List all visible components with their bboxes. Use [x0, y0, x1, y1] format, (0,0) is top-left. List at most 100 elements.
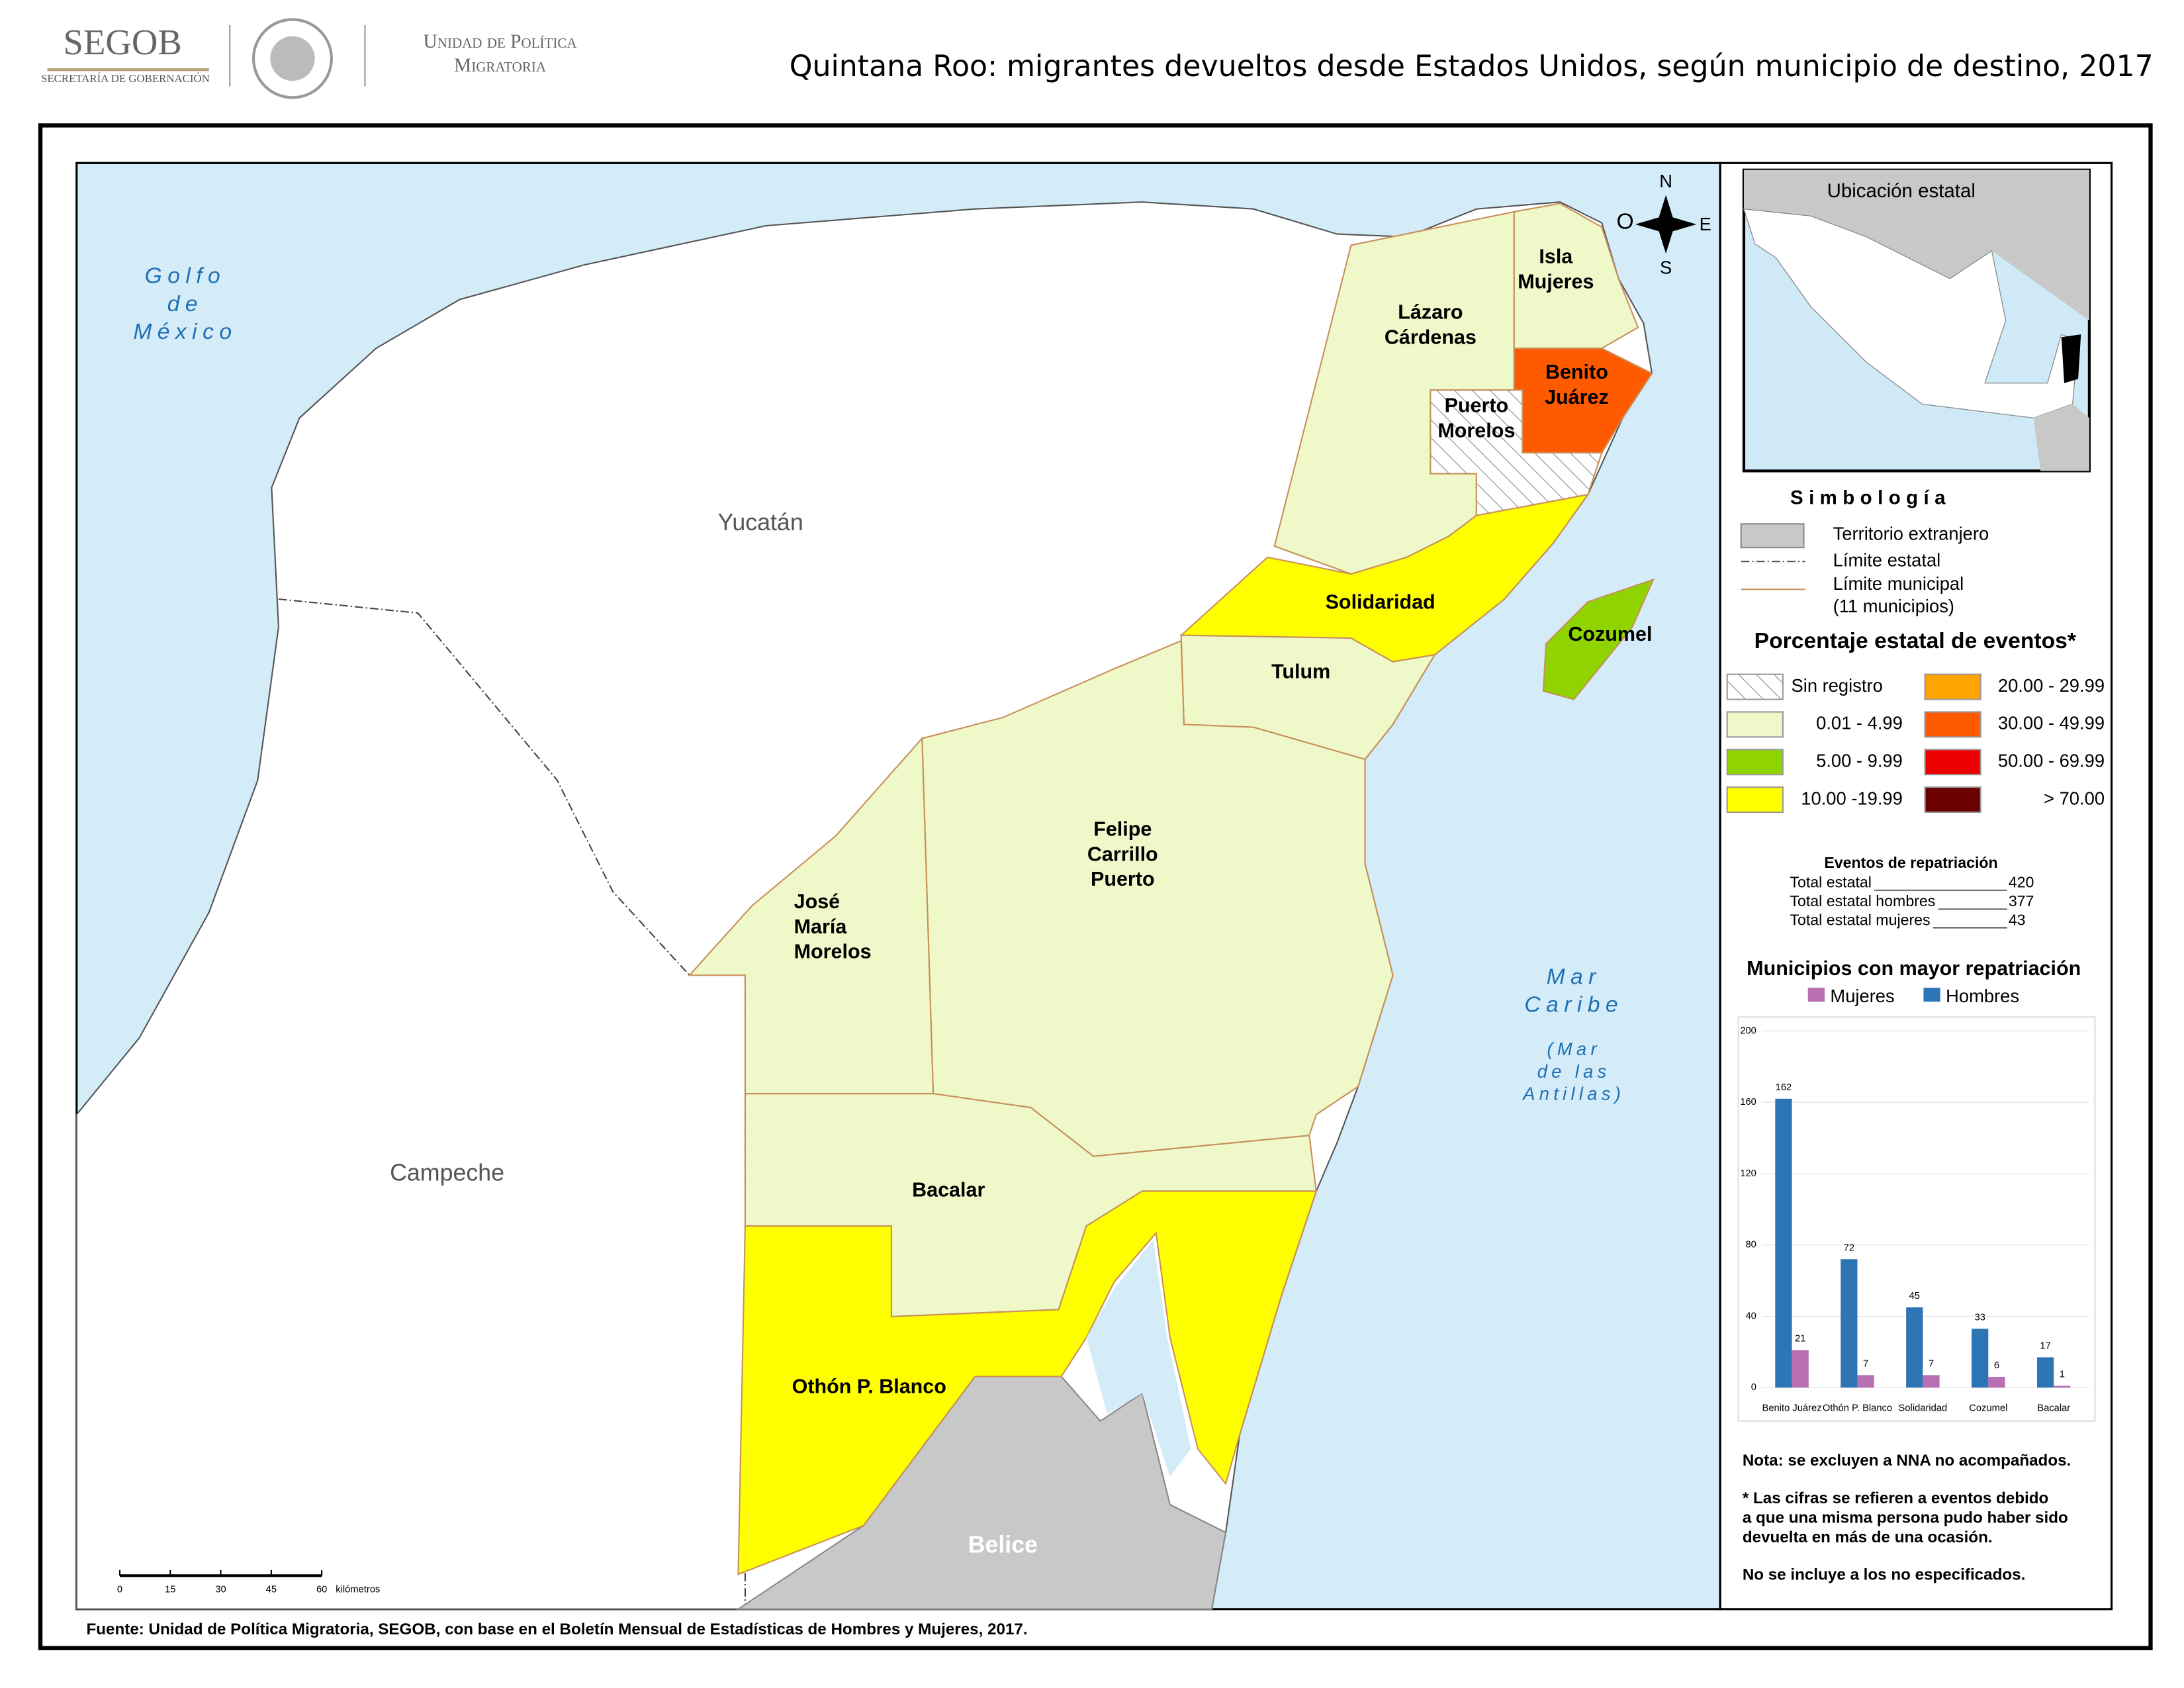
y-tick-label: 160: [1740, 1097, 1756, 1107]
municipality-label: Morelos: [1437, 420, 1515, 442]
bar: [1792, 1350, 1809, 1388]
bar: [2054, 1385, 2071, 1388]
y-tick-label: 40: [1746, 1311, 1756, 1321]
symbology-item: Límite estatal: [1833, 549, 1941, 570]
water-label: (Mar: [1547, 1039, 1600, 1059]
symbology-item: Territorio extranjero: [1833, 523, 1989, 543]
municipality-label: Isla: [1539, 245, 1573, 267]
totals-value: 43: [2009, 911, 2026, 928]
scale-label: 15: [165, 1584, 175, 1595]
scale-label: 45: [266, 1584, 277, 1595]
legend-label: Hombres: [1946, 986, 2019, 1006]
municipality-label: Felipe: [1093, 818, 1152, 840]
scale-label: 30: [215, 1584, 226, 1595]
data-label: 33: [1974, 1312, 1985, 1323]
bar: [1906, 1307, 1923, 1388]
municipality-label: Cárdenas: [1385, 326, 1477, 349]
data-label: 45: [1909, 1291, 1920, 1301]
compass-label: E: [1700, 214, 1711, 234]
bar: [1988, 1377, 2005, 1388]
symbology-title: Simbología: [1790, 487, 1951, 508]
y-tick-label: 0: [1751, 1382, 1756, 1393]
x-tick-label: Benito Juárez: [1762, 1403, 1822, 1414]
seal-center: [270, 36, 315, 81]
municipality-label: Cozumel: [1568, 623, 1652, 645]
legend-swatch: [1726, 786, 1784, 814]
legend-swatch: [1807, 988, 1825, 1002]
legend-swatch: [1924, 711, 1981, 738]
legend-swatch: [1924, 749, 1981, 776]
totals-value: 377: [2009, 892, 2034, 910]
legend-label: 5.00 - 9.99: [1816, 750, 1903, 771]
bay: [1086, 1240, 1191, 1477]
bar: [1923, 1375, 1940, 1388]
x-tick-label: Cozumel: [1969, 1403, 2007, 1414]
unit-name: Unidad de Política: [424, 31, 578, 52]
totals-label: Total estatal: [1790, 873, 1872, 890]
y-tick-label: 120: [1740, 1168, 1756, 1179]
municipality-label: María: [794, 915, 848, 938]
water-label: de las: [1537, 1061, 1611, 1082]
data-label: 17: [2040, 1340, 2050, 1351]
data-label: 7: [1929, 1358, 1934, 1369]
municipality: [737, 1190, 1318, 1575]
legend-swatch: [1924, 673, 1981, 700]
percent-legend-title: Porcentaje estatal de eventos*: [1754, 629, 2077, 653]
legend-swatch: [1924, 786, 1981, 814]
note: No se incluye a los no especificados.: [1743, 1566, 2025, 1584]
data-label: 1: [2060, 1370, 2065, 1380]
totals-value: 420: [2009, 873, 2034, 890]
legend-swatch: [1726, 749, 1784, 776]
bar: [1775, 1098, 1792, 1388]
municipality-label: Solidaridad: [1326, 590, 1435, 613]
municipality-label: Juárez: [1545, 386, 1609, 408]
bar: [1972, 1329, 1989, 1388]
municipality-label: Lázaro: [1398, 301, 1463, 324]
title: Quintana Roo: migrantes devueltos desde …: [790, 50, 2154, 83]
compass-label: S: [1660, 257, 1672, 277]
legend-label: Mujeres: [1830, 986, 1894, 1006]
note: devuelta en más de una ocasión.: [1743, 1528, 1993, 1546]
inset-foreign: [1743, 169, 2089, 321]
legend-label: > 70.00: [2044, 788, 2105, 808]
y-tick-label: 200: [1740, 1025, 1756, 1036]
scale-unit: kilómetros: [336, 1584, 380, 1595]
y-tick-label: 80: [1746, 1240, 1756, 1250]
agency-sub: SECRETARÍA DE GOBERNACIÓN: [41, 72, 210, 85]
legend-label: 30.00 - 49.99: [1998, 713, 2105, 733]
totals-label: Total estatal mujeres: [1790, 911, 1930, 928]
legend-label: 10.00 -19.99: [1801, 788, 1903, 808]
bar: [2036, 1357, 2054, 1388]
data-label: 7: [1863, 1358, 1868, 1369]
water-label: México: [133, 320, 237, 344]
compass-label: O: [1616, 210, 1633, 234]
legend-swatch: [1726, 711, 1784, 738]
inset-highlight: [2061, 334, 2081, 383]
municipality-label: Carrillo: [1087, 843, 1158, 865]
compass: [1635, 195, 1697, 254]
inset-title: Ubicación estatal: [1827, 180, 1976, 202]
municipality-label: Tulum: [1271, 661, 1330, 683]
state-label: Campeche: [390, 1160, 504, 1186]
water-label: Mar: [1547, 964, 1602, 989]
legend-swatch: [1740, 523, 1805, 549]
data-label: 6: [1994, 1360, 1999, 1371]
x-tick-label: Solidaridad: [1899, 1403, 1948, 1414]
side-content: [1742, 168, 2091, 473]
compass-label: N: [1659, 171, 1672, 191]
municipality-label: Puerto: [1445, 395, 1509, 417]
water-label: Golfo: [145, 264, 226, 289]
municipality-label: José: [794, 890, 841, 913]
municipality: [1542, 578, 1655, 700]
symbology-item: Límite municipal: [1833, 573, 1964, 594]
unit-name: Migratoria: [454, 55, 547, 76]
bar: [1841, 1259, 1858, 1388]
state-label: Belice: [968, 1532, 1038, 1558]
data-label: 21: [1795, 1334, 1805, 1344]
bar: [1857, 1375, 1874, 1388]
municipality-label: Puerto: [1091, 868, 1155, 890]
municipality-label: Mujeres: [1518, 270, 1594, 293]
state-boundary: [278, 598, 690, 976]
